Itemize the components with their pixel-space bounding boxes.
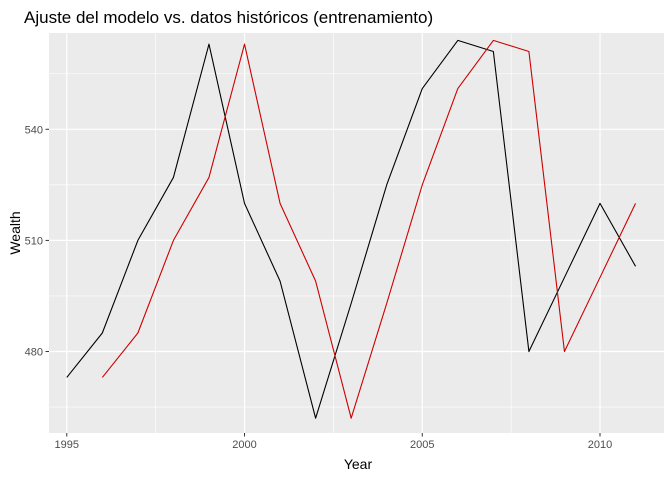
major-gridlines	[49, 33, 664, 433]
x-tick-label: 1995	[55, 439, 79, 451]
y-tick-label: 510	[25, 235, 43, 247]
plot-panel	[49, 33, 664, 433]
axis-ticks	[45, 128, 601, 437]
series-layer	[66, 39, 637, 419]
x-tick-labels: 1995 2000 2005 2010	[55, 439, 613, 451]
y-tick-labels: 480 510 540	[25, 124, 43, 358]
x-tick-label: 2000	[232, 439, 256, 451]
y-tick-label: 540	[25, 124, 43, 136]
chart-title: Ajuste del modelo vs. datos históricos (…	[24, 8, 433, 27]
x-tick-label: 2005	[410, 439, 434, 451]
y-tick-label: 480	[25, 347, 43, 359]
minor-gridlines	[49, 33, 664, 433]
x-axis-label: Year	[344, 456, 373, 472]
series-line-1	[66, 39, 637, 419]
y-axis-label: Wealth	[7, 211, 23, 254]
series-line-2	[101, 39, 637, 419]
x-tick-label: 2010	[588, 439, 612, 451]
